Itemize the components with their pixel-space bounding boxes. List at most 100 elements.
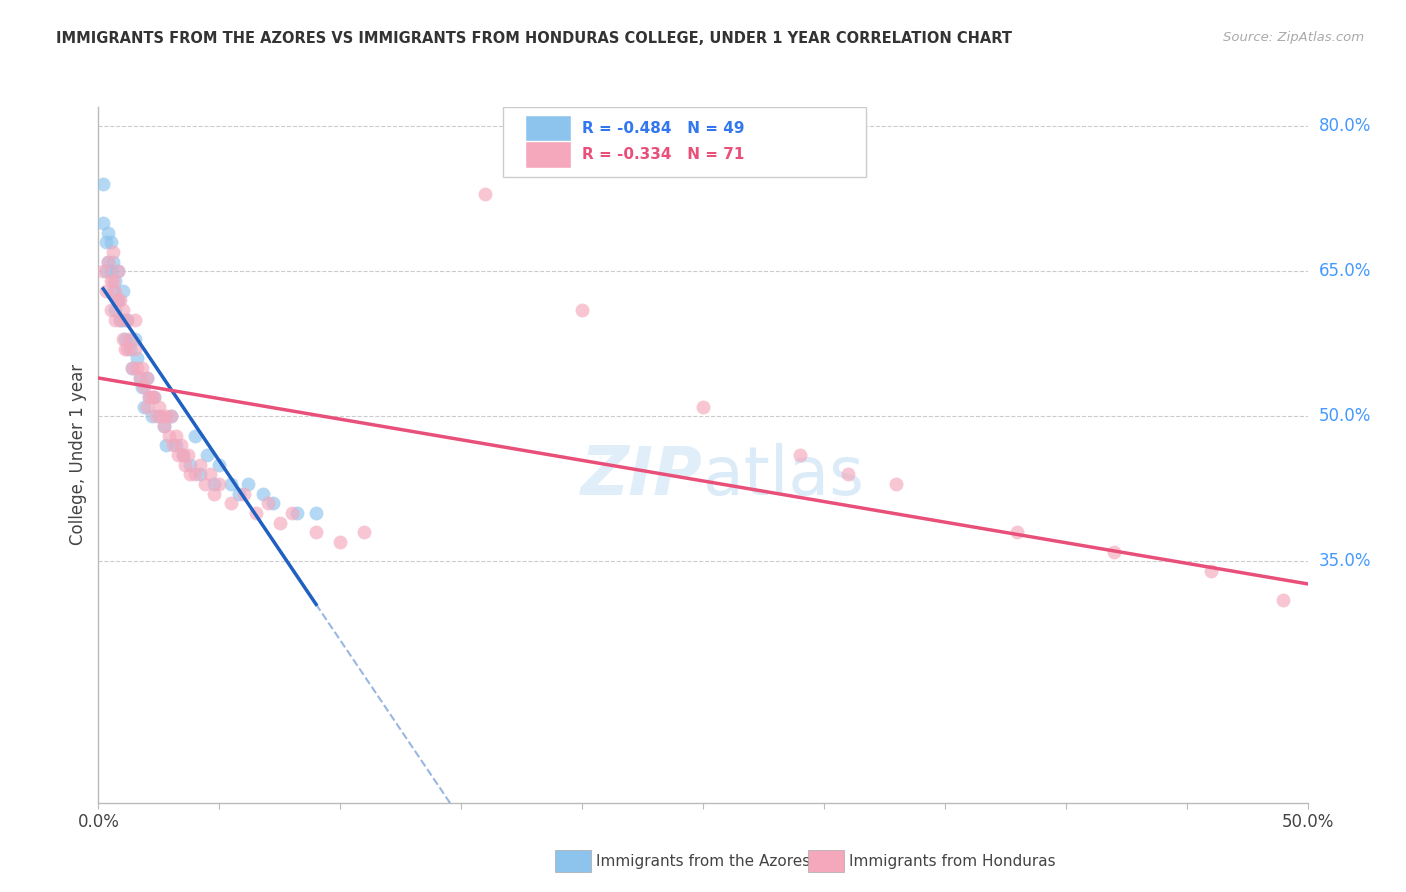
Point [127,361,149,376]
Point [91,216,114,230]
Point [128,370,150,384]
Point [789,448,811,462]
Point [256,496,278,510]
Point [143,390,166,404]
Point [188,467,211,482]
Point [184,428,207,442]
Point [138,390,160,404]
Point [107,264,129,278]
Point [108,312,131,326]
Point [1007,525,1029,540]
Point [177,448,200,462]
Point [1102,544,1125,558]
Point [117,312,139,326]
Point [262,496,284,510]
Point [141,409,163,424]
FancyBboxPatch shape [526,141,571,168]
Point [134,380,156,394]
Point [148,409,170,424]
Point [172,448,194,462]
Point [204,486,226,500]
Point [160,409,183,424]
Point [117,312,139,326]
Point [118,342,141,356]
FancyBboxPatch shape [503,107,866,177]
Y-axis label: College, Under 1 year: College, Under 1 year [69,364,87,546]
Point [221,476,243,491]
Point [204,476,226,491]
Point [114,332,136,346]
FancyBboxPatch shape [526,115,571,142]
Text: 50.0%: 50.0% [1319,408,1371,425]
Point [121,361,143,376]
Point [165,428,187,442]
Point [174,458,197,472]
Point [101,254,124,268]
Point [886,476,908,491]
Point [152,419,174,434]
Point [117,342,139,356]
Point [353,525,375,540]
Point [305,506,328,520]
Point [108,293,131,308]
Point [194,476,217,491]
Point [107,293,129,308]
Point [107,264,129,278]
Point [131,380,153,394]
Point [111,332,134,346]
Point [111,284,134,298]
Point [100,264,122,278]
Point [169,438,191,452]
Point [124,312,146,326]
Point [97,254,120,268]
Point [141,390,163,404]
Point [97,254,120,268]
Point [148,400,170,414]
Point [252,486,274,500]
Point [104,312,127,326]
Point [160,409,183,424]
Text: 35.0%: 35.0% [1319,552,1371,570]
Point [127,351,149,366]
Point [1272,592,1295,607]
Point [269,516,291,530]
Point [232,486,254,500]
Point [104,303,127,318]
Text: Immigrants from Honduras: Immigrants from Honduras [849,855,1056,869]
Point [305,525,328,540]
Point [134,400,156,414]
Point [111,312,134,326]
Point [285,506,308,520]
Point [104,274,127,288]
Point [179,458,201,472]
Point [124,332,146,346]
Point [150,409,173,424]
Text: IMMIGRANTS FROM THE AZORES VS IMMIGRANTS FROM HONDURAS COLLEGE, UNDER 1 YEAR COR: IMMIGRANTS FROM THE AZORES VS IMMIGRANTS… [56,31,1012,46]
Point [114,342,136,356]
Point [152,419,174,434]
Point [245,506,267,520]
Point [172,448,194,462]
Point [238,476,260,491]
Point [145,409,167,424]
Text: 80.0%: 80.0% [1319,118,1371,136]
Point [91,264,114,278]
Point [281,506,304,520]
Point [692,400,714,414]
Point [94,264,117,278]
Point [143,390,166,404]
Text: R = -0.334   N = 71: R = -0.334 N = 71 [582,147,744,161]
Point [104,284,127,298]
Point [195,448,218,462]
Point [111,303,134,318]
Point [101,284,124,298]
Point [101,244,124,259]
Point [837,467,859,482]
Point [107,293,129,308]
Point [329,535,352,549]
Point [94,284,117,298]
Text: ZIP: ZIP [581,442,703,508]
Point [162,438,184,452]
Point [100,274,122,288]
Point [118,332,141,346]
